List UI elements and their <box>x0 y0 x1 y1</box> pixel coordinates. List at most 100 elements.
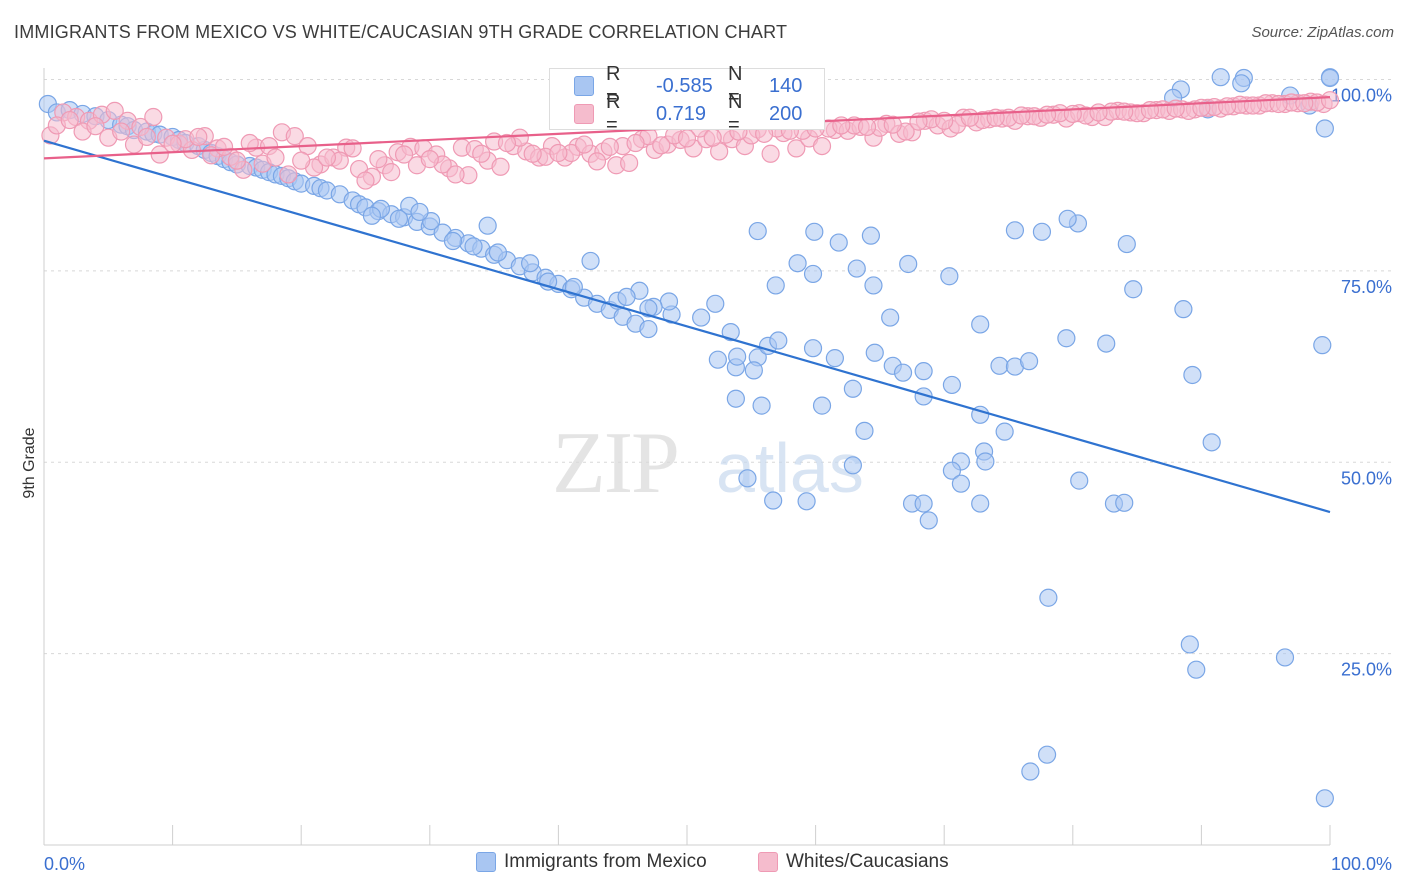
y-tick-label: 75.0% <box>1341 277 1392 297</box>
whites-point <box>285 127 304 146</box>
mexico-point <box>942 461 962 480</box>
mexico-point <box>1037 745 1057 764</box>
mexico-point <box>1070 471 1089 490</box>
mexico-point <box>443 231 463 251</box>
whites-point <box>214 137 234 156</box>
watermark-zip: ZIP <box>552 415 678 512</box>
mexico-point <box>881 308 900 327</box>
mexico-point <box>1313 336 1332 355</box>
mexico-point <box>738 469 757 488</box>
y-tick-label: 50.0% <box>1341 468 1392 488</box>
mexico-point <box>1117 234 1136 254</box>
whites-legend-swatch <box>758 852 778 872</box>
mexico-point <box>639 319 658 339</box>
legend-item-mexico[interactable]: Immigrants from Mexico <box>476 851 707 873</box>
mexico-point <box>726 389 745 408</box>
n-label: N = <box>728 91 743 136</box>
mexico-point <box>1058 209 1077 228</box>
mexico-point <box>1097 334 1116 353</box>
whites-point <box>1089 103 1108 122</box>
mexico-point <box>752 396 771 415</box>
whites-point <box>60 110 79 130</box>
mexico-point <box>728 347 747 366</box>
mexico-point <box>940 267 959 286</box>
mexico-point <box>803 264 823 284</box>
whites-point <box>787 139 806 158</box>
mexico-point <box>893 363 913 382</box>
mexico-point <box>1174 300 1193 319</box>
mexico-point <box>861 226 880 245</box>
whites-point <box>446 165 465 184</box>
mexico-point <box>843 456 862 475</box>
r-label: R = <box>606 63 621 108</box>
y-tick-label: 100.0% <box>1331 86 1392 106</box>
whites-point <box>420 150 439 169</box>
mexico-point <box>1032 222 1052 241</box>
mexico-point <box>1057 329 1076 348</box>
mexico-point <box>1115 493 1134 512</box>
whites-point <box>394 145 414 164</box>
n-value: 140 <box>769 74 803 97</box>
whites-point <box>1037 105 1057 124</box>
source-note: Source: ZipAtlas.com <box>1251 24 1394 41</box>
whites-point <box>812 136 832 156</box>
whites-point <box>144 107 163 127</box>
whites-point <box>1218 97 1237 116</box>
mexico-point <box>464 237 483 256</box>
mexico-point <box>1019 352 1039 371</box>
whites-point <box>112 122 131 141</box>
chart-title: IMMIGRANTS FROM MEXICO VS WHITE/CAUCASIA… <box>14 22 788 42</box>
mexico-point <box>788 254 807 273</box>
mexico-point <box>990 356 1009 375</box>
mexico-point <box>581 251 600 271</box>
mexico-point <box>1232 74 1251 93</box>
n-label: N = <box>728 63 743 108</box>
whites-point <box>1269 94 1288 114</box>
mexico-point <box>1039 588 1058 607</box>
whites-point <box>227 151 246 170</box>
r-value: 0.719 <box>656 102 707 125</box>
mexico-point <box>478 216 497 235</box>
whites-point <box>137 127 156 147</box>
r-value: -0.585 <box>656 74 713 97</box>
whites-point <box>677 129 697 148</box>
whites-point <box>1166 99 1185 118</box>
mexico-point <box>1187 660 1206 679</box>
series-legend: Immigrants from Mexico Whites/Caucasians <box>0 851 1406 879</box>
whites-point <box>1012 106 1031 125</box>
mexico-point <box>971 494 990 513</box>
mexico-trendline <box>43 139 1331 514</box>
whites-point <box>652 136 671 155</box>
whites-point <box>523 144 542 163</box>
whites-point <box>86 117 105 136</box>
whites-point <box>600 137 619 156</box>
mexico-point <box>1021 762 1040 781</box>
watermark-atlas: atlas <box>716 429 864 507</box>
mexico-point <box>803 339 823 358</box>
mexico-point <box>1320 68 1340 88</box>
mexico-point <box>1180 635 1199 654</box>
x-tick-label: 0.0% <box>44 854 85 874</box>
whites-point <box>857 117 877 137</box>
mexico-point <box>692 308 711 327</box>
mexico-point <box>708 350 727 369</box>
whites-point <box>960 108 980 127</box>
mexico-point <box>744 361 763 380</box>
whites-point <box>369 150 388 169</box>
whites-point <box>549 143 568 163</box>
whites-point <box>163 134 182 153</box>
whites-point <box>1140 101 1160 120</box>
mexico-point <box>764 491 783 510</box>
mexico-point <box>951 474 971 493</box>
mexico-point <box>805 222 824 241</box>
mexico-point <box>1315 789 1334 808</box>
mexico-point <box>942 375 962 395</box>
mexico-point <box>914 362 933 381</box>
whites-point <box>356 171 375 190</box>
mexico-point <box>748 221 767 241</box>
whites-point <box>382 163 401 182</box>
whites-point <box>150 145 169 164</box>
mexico-point <box>766 276 785 295</box>
legend-item-whites[interactable]: Whites/Caucasians <box>758 851 949 873</box>
